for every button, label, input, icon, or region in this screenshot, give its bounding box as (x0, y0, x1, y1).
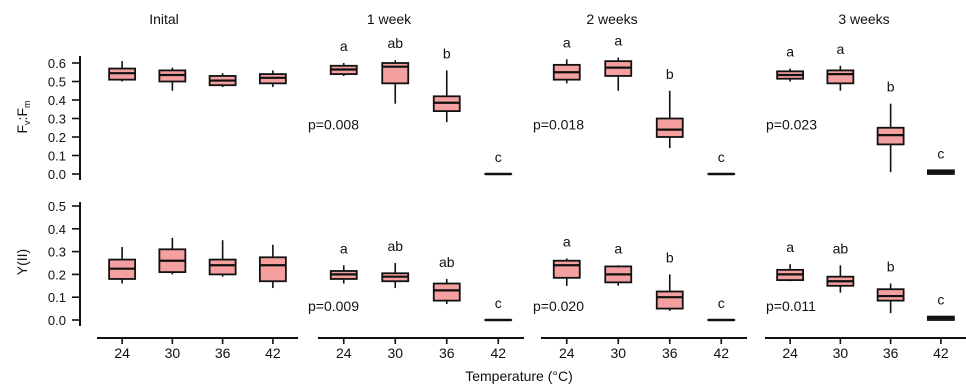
significance-letter: c (937, 292, 944, 308)
p-value-label: p=0.009 (308, 298, 359, 314)
x-axis-title: Temperature (°C) (465, 368, 573, 384)
panel-title-2-weeks: 2 weeks (586, 11, 637, 27)
box (208, 258, 237, 276)
x-tick-label: 36 (662, 345, 678, 361)
y-tick-label: 0.0 (48, 313, 66, 328)
y-tick-label: 0.1 (48, 149, 66, 164)
box (258, 256, 287, 283)
significance-letter: b (666, 249, 674, 265)
y-tick-label: 0.6 (48, 56, 66, 71)
y-axis-title-fvfm: Fv:Fm (14, 100, 32, 133)
y-tick-label: 0.1 (48, 290, 66, 305)
box (876, 288, 905, 302)
x-tick-label: 30 (610, 345, 626, 361)
significance-letter: c (937, 145, 944, 161)
p-value-label: p=0.023 (766, 117, 817, 133)
significance-letter: a (563, 233, 571, 249)
y-tick-label: 0.0 (48, 167, 66, 182)
significance-letter: a (786, 44, 794, 60)
x-tick-label: 42 (933, 345, 949, 361)
y-tick-label: 0.5 (48, 75, 66, 90)
p-value-label: p=0.011 (766, 298, 816, 314)
significance-letter: c (495, 149, 502, 165)
y-tick-label: 0.3 (48, 245, 66, 260)
significance-letter: c (718, 295, 725, 311)
y-tick-label: 0.5 (48, 199, 66, 214)
y-tick-label: 0.2 (48, 267, 66, 282)
x-tick-label: 36 (883, 345, 899, 361)
significance-letter: a (614, 240, 622, 256)
box (826, 69, 855, 85)
x-tick-label: 42 (265, 345, 281, 361)
y-tick-label: 0.4 (48, 222, 66, 237)
panel-title-3-weeks: 3 weeks (838, 11, 889, 27)
significance-letter: a (340, 38, 348, 54)
x-tick-label: 30 (833, 345, 849, 361)
significance-letter: ab (833, 240, 849, 256)
x-tick-label: 42 (713, 345, 729, 361)
y-axis-title-yii: Y(II) (14, 249, 30, 275)
significance-letter: a (836, 41, 844, 57)
x-tick-label: 42 (490, 345, 506, 361)
box (655, 117, 684, 138)
x-tick-label: 36 (215, 345, 231, 361)
significance-letter: b (887, 79, 895, 95)
significance-letter: ab (439, 254, 455, 270)
panel-title-initial: Inital (149, 11, 179, 27)
x-tick-label: 30 (165, 345, 181, 361)
p-value-label: p=0.018 (533, 117, 584, 133)
significance-letter: a (340, 240, 348, 256)
x-tick-label: 30 (387, 345, 403, 361)
box (432, 282, 461, 302)
significance-letter: ab (387, 35, 403, 51)
box (381, 62, 410, 85)
significance-letter: a (563, 34, 571, 50)
p-value-label: p=0.020 (533, 298, 584, 314)
significance-letter: c (495, 295, 502, 311)
y-tick-label: 0.4 (48, 93, 66, 108)
significance-letter: b (887, 259, 895, 275)
significance-letter: c (718, 149, 725, 165)
significance-letter: ab (387, 238, 403, 254)
significance-letter: a (786, 239, 794, 255)
box (552, 259, 581, 279)
y-tick-label: 0.3 (48, 112, 66, 127)
y-tick-label: 0.2 (48, 130, 66, 145)
x-tick-label: 24 (559, 345, 575, 361)
p-value-label: p=0.008 (308, 117, 359, 133)
x-tick-label: 24 (114, 345, 130, 361)
significance-letter: b (666, 66, 674, 82)
x-tick-label: 24 (782, 345, 798, 361)
panel-title-1-week: 1 week (367, 11, 412, 27)
x-tick-label: 36 (439, 345, 455, 361)
box (655, 290, 684, 310)
significance-letter: a (614, 32, 622, 48)
x-tick-label: 24 (336, 345, 352, 361)
significance-letter: b (443, 45, 451, 61)
